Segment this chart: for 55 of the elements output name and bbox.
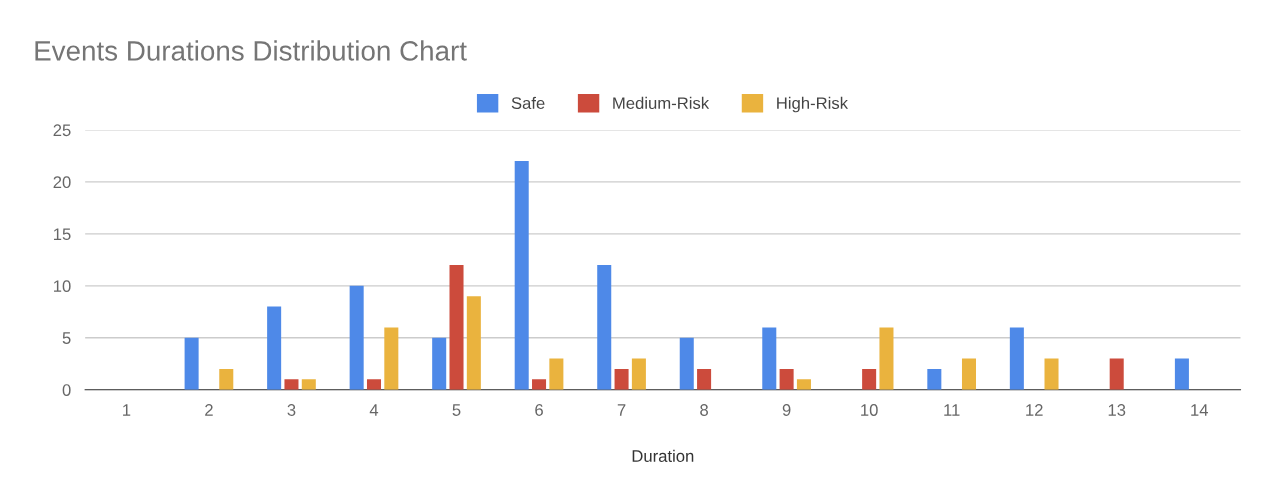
bar [384, 327, 399, 390]
bar [796, 379, 811, 390]
y-tick-label: 10 [54, 280, 71, 293]
x-tick-label: 10 [861, 404, 878, 416]
x-tick-label: 8 [700, 404, 708, 416]
bar [862, 368, 877, 390]
bar [927, 368, 942, 390]
bar [697, 368, 712, 390]
legend-label: High-Risk [777, 96, 849, 113]
bar [549, 358, 564, 390]
bar [532, 379, 547, 390]
x-tick-label: 3 [287, 404, 296, 416]
bar [219, 368, 234, 390]
x-tick-label: 5 [452, 404, 461, 416]
bar [779, 368, 794, 390]
bar [597, 265, 612, 390]
bar [961, 358, 977, 390]
bar [301, 379, 316, 390]
bar [432, 337, 447, 390]
bar [1009, 327, 1024, 390]
y-tick-label: 15 [54, 228, 71, 241]
x-tick-label: 7 [617, 404, 626, 416]
x-tick-label: 14 [1191, 404, 1209, 416]
x-axis-title: Duration [632, 449, 694, 462]
legend-label: Medium-Risk [613, 96, 710, 110]
bar [284, 379, 299, 390]
x-tick-label: 4 [369, 404, 379, 416]
bar [466, 296, 481, 390]
y-tick-label: 20 [53, 176, 71, 189]
bar [349, 285, 364, 390]
bar [267, 306, 282, 390]
bar [514, 161, 529, 390]
y-tick-label: 25 [53, 124, 71, 137]
bar [762, 327, 777, 390]
x-tick-label: 6 [535, 404, 543, 416]
bar [614, 368, 629, 390]
bar [366, 379, 382, 390]
x-tick-label: 2 [205, 404, 213, 416]
legend-label: Safe [511, 96, 545, 110]
bar [1044, 358, 1059, 390]
x-tick-label: 12 [1026, 404, 1043, 416]
bar [879, 327, 894, 390]
x-tick-label: 11 [944, 404, 960, 416]
bar [184, 337, 199, 390]
y-tick-label: 0 [62, 384, 71, 396]
y-tick-label: 5 [62, 332, 71, 344]
bar [449, 265, 464, 390]
x-tick-label: 1 [123, 404, 131, 416]
bar [679, 337, 694, 390]
x-tick-label: 13 [1108, 404, 1126, 416]
bar [1109, 358, 1124, 390]
bar [631, 358, 646, 390]
x-tick-label: 9 [782, 404, 791, 416]
bar [1174, 358, 1189, 390]
chart-title: Events Durations Distribution Chart [35, 40, 467, 61]
